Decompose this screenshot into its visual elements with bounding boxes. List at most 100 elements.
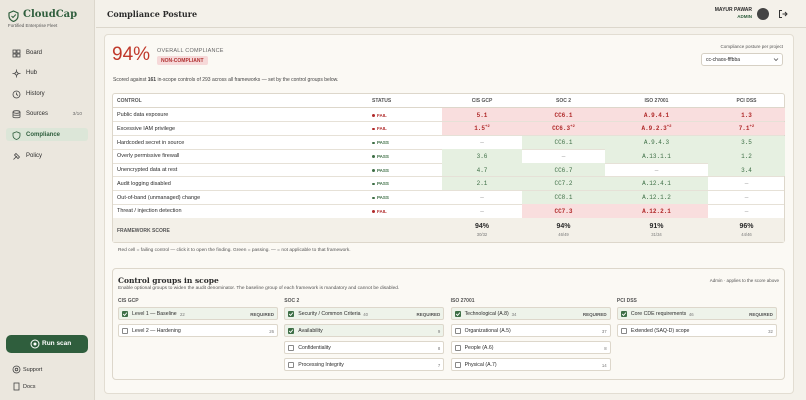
framework-score: 96% — [739, 223, 754, 230]
framework-cell[interactable]: 1.3 — [708, 108, 785, 122]
control-name[interactable]: Audit logging disabled — [117, 180, 171, 187]
framework-cell[interactable]: A.9.2.3+2 — [605, 121, 708, 135]
avatar[interactable] — [757, 8, 769, 20]
checkbox[interactable] — [122, 327, 128, 334]
framework-cell: 2.1 — [442, 176, 522, 190]
framework-cell[interactable]: 5.1 — [442, 108, 522, 122]
control-code: — — [480, 207, 484, 215]
control-code: 1.5 — [474, 125, 485, 133]
group-label: People (A.6) — [464, 345, 494, 351]
control-name[interactable]: Out-of-band (unmanaged) change — [117, 194, 201, 201]
group-item[interactable] — [284, 341, 445, 354]
framework-cell: A.13.1.1 — [605, 149, 708, 163]
framework-cell[interactable]: 7.1+2 — [708, 121, 785, 135]
control-code: — — [480, 194, 484, 201]
framework-count: 31/34 — [651, 232, 662, 237]
control-code: 3.4 — [741, 166, 752, 174]
group-item[interactable] — [284, 358, 445, 371]
group-label: Core CDE requirements — [630, 311, 687, 317]
framework-cell[interactable]: 1.5+2 — [442, 121, 522, 135]
group-item — [450, 307, 611, 320]
required-tag: REQUIRED — [749, 311, 773, 317]
framework-cell[interactable]: CC6.3+2 — [522, 121, 605, 135]
group-item[interactable] — [118, 324, 278, 337]
nav-icon — [12, 110, 21, 121]
nav-item[interactable]: Policy — [26, 152, 43, 159]
footer-link[interactable]: Docs — [23, 383, 36, 390]
project-label: Compliance posture per project — [720, 44, 783, 49]
control-name[interactable]: Threat / injection detection — [117, 208, 182, 215]
framework-cell[interactable]: CC7.3 — [522, 204, 605, 218]
nav-icon — [13, 152, 21, 160]
framework-cell: 3.5 — [708, 135, 785, 149]
control-code: 2.1 — [476, 180, 488, 188]
nav-active[interactable] — [6, 128, 88, 142]
control-name[interactable]: Excessive IAM privilege — [117, 125, 176, 132]
group-count: 40 — [363, 311, 369, 317]
control-code: CC6.3 — [552, 125, 571, 133]
control-name[interactable]: Overly permissive firewall — [117, 153, 180, 160]
framework-cell[interactable]: A.12.2.1 — [605, 204, 708, 218]
checkbox[interactable] — [454, 327, 461, 334]
sidebar — [0, 0, 95, 400]
nav-icon — [12, 49, 21, 60]
run-scan-label: Run scan — [42, 340, 72, 347]
checkbox[interactable] — [620, 327, 627, 334]
extra-count: +2 — [749, 125, 755, 130]
framework-cell[interactable]: CC6.1 — [522, 108, 605, 122]
checkbox[interactable] — [288, 327, 295, 334]
checkbox[interactable] — [454, 344, 461, 351]
nav-item[interactable]: Board — [26, 49, 43, 56]
framework-cell: 3.4 — [708, 163, 785, 177]
nav-item[interactable]: Hub — [26, 70, 38, 77]
checkbox — [454, 310, 461, 317]
checkbox[interactable] — [288, 361, 295, 368]
control-name[interactable]: Unencrypted data at rest — [117, 167, 178, 173]
control-name[interactable]: Public data exposure — [117, 112, 169, 118]
nav-item[interactable]: Compliance — [26, 131, 61, 138]
footer-link[interactable]: Support — [23, 366, 43, 373]
group-item[interactable] — [284, 324, 445, 337]
checkbox[interactable] — [454, 361, 461, 368]
overall-score: 94% — [112, 44, 151, 65]
group-item[interactable] — [450, 324, 611, 337]
nav-icon — [12, 90, 21, 99]
group-item[interactable] — [450, 341, 611, 354]
column-header: PCI DSS — [736, 98, 757, 104]
framework-name: CIS GCP — [118, 298, 139, 304]
framework-cell: — — [442, 204, 522, 217]
checkbox[interactable] — [288, 344, 295, 351]
framework-cell: CC6.1 — [522, 135, 605, 149]
footer-icon — [12, 365, 21, 376]
run-scan-button[interactable] — [6, 335, 88, 353]
nav-icon — [12, 131, 21, 140]
group-count: 32 — [768, 328, 773, 334]
framework-cell: A.12.1.2 — [605, 190, 708, 204]
control-name[interactable]: Hardcoded secret in source — [117, 139, 185, 146]
logout-icon[interactable] — [778, 9, 788, 19]
logo-icon — [8, 10, 19, 22]
nav-item[interactable]: History — [26, 90, 45, 97]
control-code: — — [744, 207, 749, 215]
status-badge: NON-COMPLIANT — [157, 56, 208, 65]
framework-count: 46/49 — [558, 232, 569, 237]
nav-item[interactable]: Sources — [26, 111, 49, 118]
group-label: Organizational (A.5) — [464, 328, 511, 334]
group-item[interactable] — [450, 358, 611, 371]
control-code: CC8.1 — [554, 194, 573, 201]
group-item — [284, 307, 445, 320]
group-count: 22 — [180, 311, 185, 317]
group-item[interactable] — [616, 324, 777, 337]
framework-cell[interactable]: A.9.4.1 — [605, 108, 708, 122]
framework-name: ISO 27001 — [450, 298, 475, 304]
project-select[interactable] — [701, 53, 783, 66]
required-tag: REQUIRED — [416, 311, 441, 317]
column-header: CONTROL — [117, 98, 142, 104]
group-label: Level 1 — Baseline — [132, 311, 177, 317]
control-code: 1.3 — [741, 111, 752, 119]
framework-cell: — — [442, 136, 522, 149]
column-header: ISO 27001 — [644, 98, 669, 104]
control-code: CC7.2 — [554, 180, 573, 188]
control-code: CC7.3 — [554, 207, 573, 215]
